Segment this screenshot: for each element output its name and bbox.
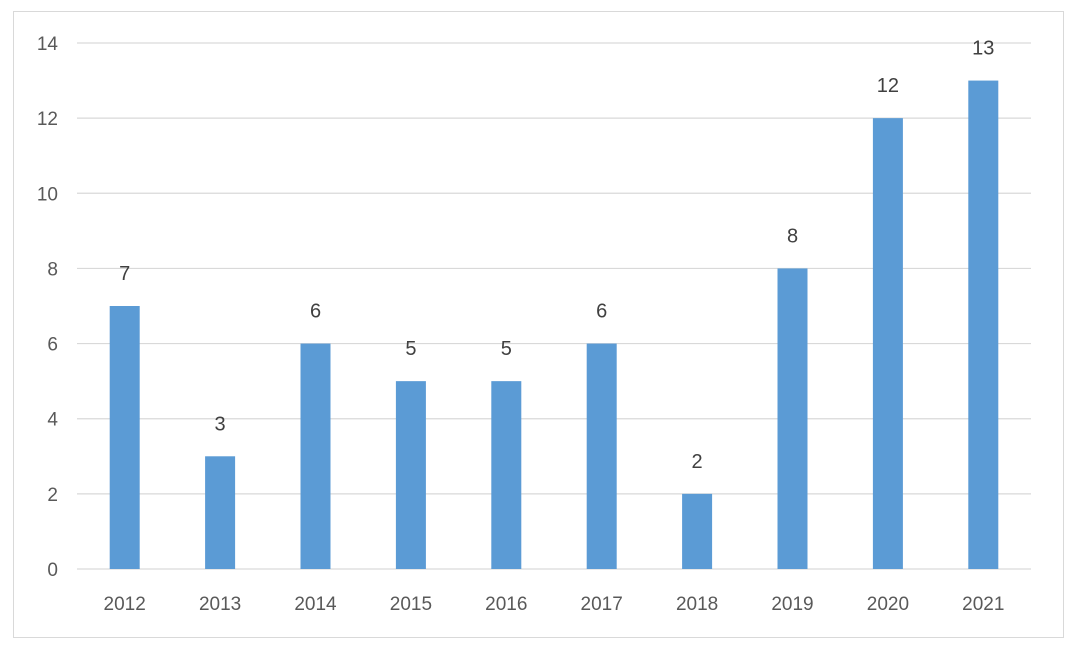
data-labels: 7 3 6 5 5 6 2 8 12 13 (119, 38, 994, 473)
x-axis-tick-labels: 2012 2013 2014 2015 2016 2017 2018 2019 2020 2021 (104, 594, 1005, 615)
data-label: 13 (972, 38, 994, 60)
bars (109, 80, 999, 570)
data-label: 6 (596, 301, 607, 323)
bar-2019 (777, 268, 808, 569)
x-tick-label: 2018 (676, 594, 718, 615)
x-tick-label: 2012 (104, 594, 146, 615)
data-label: 8 (787, 225, 798, 247)
x-tick-label: 2020 (867, 594, 909, 615)
x-tick-label: 2013 (199, 594, 241, 615)
x-tick-label: 2021 (962, 594, 1004, 615)
bar-2015 (395, 381, 426, 569)
y-tick-label: 12 (37, 109, 58, 130)
y-tick-label: 0 (47, 560, 58, 581)
x-tick-label: 2014 (294, 594, 337, 615)
x-tick-label: 2017 (581, 594, 623, 615)
y-tick-label: 14 (37, 34, 59, 55)
data-label: 2 (692, 451, 703, 473)
bar-2016 (491, 381, 522, 569)
gridlines (77, 42, 1031, 570)
bar-2018 (682, 493, 713, 569)
y-axis-tick-labels: 0 2 4 6 8 10 12 14 (37, 34, 59, 581)
bar-2014 (300, 343, 331, 569)
x-tick-label: 2015 (390, 594, 432, 615)
data-label: 6 (310, 301, 321, 323)
y-tick-label: 8 (47, 259, 58, 280)
y-tick-label: 4 (47, 410, 58, 431)
y-tick-label: 10 (37, 184, 58, 205)
bar-2017 (586, 343, 617, 569)
bar-2013 (205, 456, 236, 569)
y-tick-label: 2 (47, 485, 58, 506)
x-tick-label: 2016 (485, 594, 527, 615)
bar-2021 (968, 80, 999, 570)
data-label: 5 (501, 338, 512, 360)
bar-2012 (109, 306, 140, 569)
x-tick-label: 2019 (771, 594, 813, 615)
data-label: 12 (877, 75, 899, 97)
bar-2020 (872, 118, 903, 570)
y-tick-label: 6 (47, 335, 58, 356)
data-label: 3 (215, 413, 226, 435)
data-label: 7 (119, 263, 130, 285)
data-label: 5 (405, 338, 416, 360)
